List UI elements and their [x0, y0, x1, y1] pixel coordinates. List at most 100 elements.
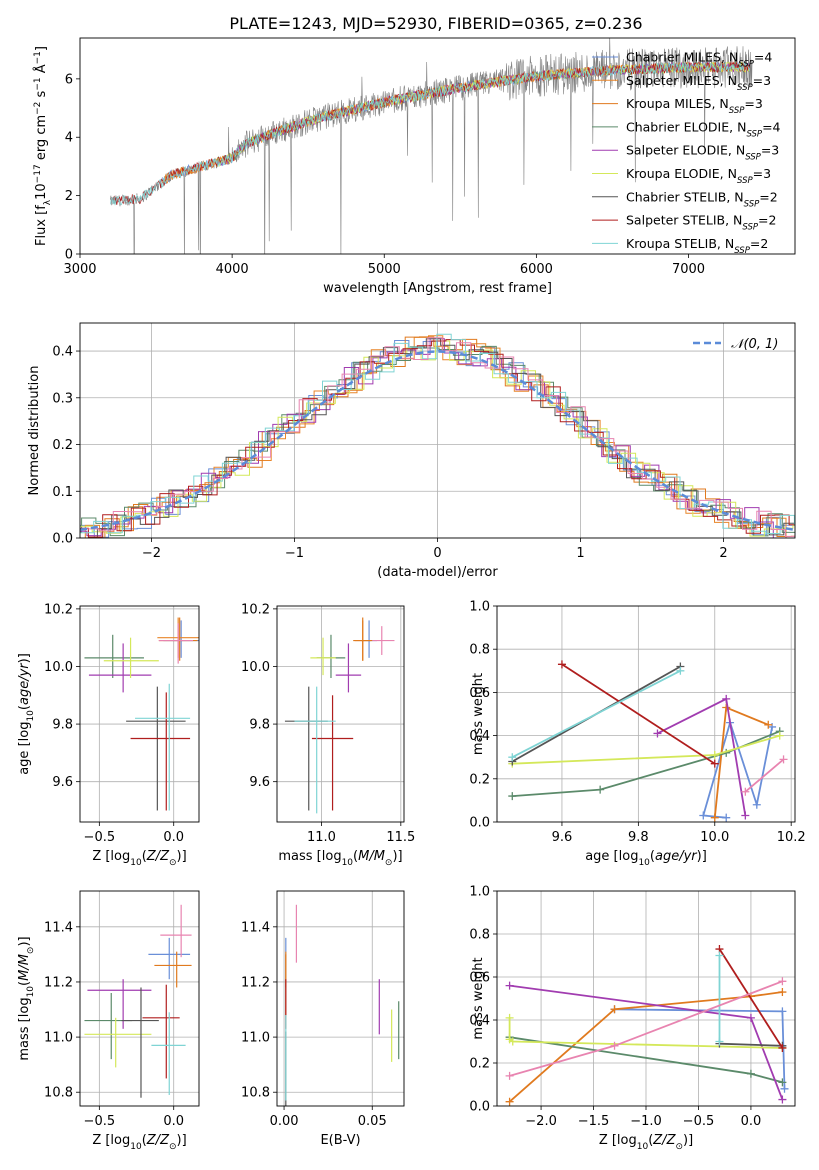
histogram-step-line: [80, 338, 795, 538]
y-axis-label-math: )]: [17, 936, 32, 946]
x-axis-label-text: (data-model)/error: [377, 565, 498, 580]
axes-frame: [276, 890, 405, 1107]
histogram-step-line: [80, 339, 795, 538]
legend-entry-name: Kroupa ELODIE: [626, 166, 720, 181]
x-tick-label: −0.5: [84, 830, 116, 845]
legend-entry-text: SSP: [737, 83, 753, 93]
x-tick-label: 0.0: [163, 830, 184, 845]
plus-marker: [505, 1071, 514, 1080]
x-axis-label: E(B-V): [320, 1133, 360, 1148]
x-tick-label: 3000: [63, 262, 96, 277]
y-tick-label: 0.2: [52, 438, 73, 453]
plot-area-age_vs_Z: [80, 606, 199, 822]
x-axis-label-math: (: [648, 1133, 653, 1148]
plus-marker: [778, 1078, 787, 1087]
spectrum-model-line: [110, 60, 750, 206]
legend-entry-text: , N: [729, 119, 746, 134]
legend-entry-text: SSP: [745, 153, 761, 163]
x-axis-label-math: 10: [130, 1142, 142, 1152]
plus-marker: [780, 1084, 789, 1093]
legend-entry-text: SSP: [744, 199, 760, 209]
axes-frame: [79, 605, 200, 823]
plus-marker: [764, 720, 773, 729]
y-tick-label: 11.2: [44, 975, 73, 990]
legend-entry-text: , N: [717, 236, 734, 251]
legend-entry-text: SSP: [738, 60, 754, 70]
y-axis-label-text: mass weight: [471, 673, 486, 755]
legend-entry-name: Chabrier STELIB: [626, 189, 726, 204]
legend-entry-name: Chabrier MILES: [626, 50, 721, 65]
legend-entry-text: , N: [725, 213, 742, 228]
x-tick-label: 0.05: [358, 1114, 387, 1129]
y-tick-label: 11.0: [241, 1031, 270, 1046]
x-tick-label: 6000: [520, 262, 553, 277]
plus-marker: [710, 751, 719, 760]
x-axis-label-math: ⊙: [169, 858, 177, 868]
legend-entry: 𝒩(0, 1): [731, 337, 778, 352]
y-axis-label-math: λ: [43, 199, 53, 205]
x-axis-label-text: age [log: [585, 849, 638, 864]
y-axis-label: Flux [fλ10−17 erg cm−2 s−1 Å−1]: [33, 46, 53, 246]
x-axis-label-text: mass [log: [278, 849, 341, 864]
x-axis-label: Z [log10(Z/Z⊙)]: [599, 1133, 693, 1152]
legend-entry-name: Chabrier ELODIE: [626, 119, 729, 134]
mass-weight-series-line: [508, 1017, 783, 1049]
legend-entry: Salpeter MILES, NSSP=3: [626, 73, 771, 93]
y-axis-label-math: )]: [17, 653, 32, 663]
legend-entry-text: SSP: [729, 106, 745, 116]
legend-entry-text: , N: [726, 189, 743, 204]
legend-entry-text: SSP: [746, 129, 762, 139]
plus-marker: [778, 1007, 787, 1016]
y-tick-label: 1.0: [469, 885, 490, 900]
legend-entry-nssp: =3: [761, 143, 779, 158]
mass-weight-series-line: [744, 758, 785, 793]
x-axis-label: wavelength [Angstrom, rest frame]: [323, 281, 552, 296]
x-tick-label: −2: [142, 546, 161, 561]
x-axis-label-math: (: [650, 849, 655, 864]
plus-marker: [676, 666, 685, 675]
gaussian-curve: [80, 350, 795, 532]
axes-frame: [79, 890, 200, 1107]
x-axis-label-math: (: [142, 849, 147, 864]
y-axis-label-math: erg cm: [34, 115, 49, 164]
axes-frame: [496, 605, 796, 823]
y-tick-label: 0.4: [52, 345, 73, 360]
x-axis-label-math: 10: [130, 858, 142, 868]
y-tick-label: 11.4: [44, 920, 73, 935]
mass-weight-series-line: [511, 669, 681, 759]
x-tick-label: 11.5: [386, 830, 415, 845]
histogram-step-line: [80, 345, 795, 537]
plot-area-residuals: [80, 323, 795, 538]
y-axis-label-math: Å: [33, 64, 49, 77]
y-axis-label-math: M/M: [17, 954, 32, 981]
x-tick-label: −1: [285, 546, 304, 561]
plus-marker: [505, 1097, 514, 1106]
legend-entry-nssp: =3: [753, 73, 771, 88]
y-tick-label: 1.0: [469, 600, 490, 615]
axes-spectrum: 3000 4000 5000 6000 7000 0 2 4 6 wavelength [Angs…: [33, 37, 796, 296]
plus-marker: [508, 792, 517, 801]
axes-frame: [79, 37, 796, 255]
plus-marker: [653, 729, 662, 738]
y-tick-label: 11.0: [44, 1031, 73, 1046]
spectrum-model-line: [110, 61, 750, 205]
legend-entry-text: SSP: [742, 223, 758, 233]
x-tick-label: −1.5: [578, 1114, 610, 1129]
x-tick-label: 11.0: [307, 830, 336, 845]
x-axis-label-math: 10: [638, 858, 650, 868]
y-axis-label-math: −17: [33, 164, 43, 183]
y-tick-label: 0.0: [469, 1100, 490, 1115]
axes-massweight_vs_Z: −2.0 −1.5 −1.0 −0.5 0.0 0.0 0.2 0.4 0.6 0.8 1.0 Z […: [469, 885, 796, 1152]
x-axis-label-math: age/yr: [655, 849, 698, 864]
plus-marker: [722, 703, 731, 712]
plus-marker: [778, 1095, 787, 1104]
x-tick-label: 0.0: [163, 1114, 184, 1129]
y-tick-label: 10.8: [241, 1086, 270, 1101]
y-axis-label: mass weight: [471, 673, 486, 755]
legend-entry-text: , N: [711, 96, 728, 111]
y-axis-label-math: 10: [26, 710, 36, 722]
y-axis-label: mass weight: [471, 957, 486, 1039]
x-tick-label: −0.5: [84, 1114, 116, 1129]
legend-entry-name: Salpeter ELODIE: [626, 143, 728, 158]
histogram-step-line: [80, 338, 795, 538]
